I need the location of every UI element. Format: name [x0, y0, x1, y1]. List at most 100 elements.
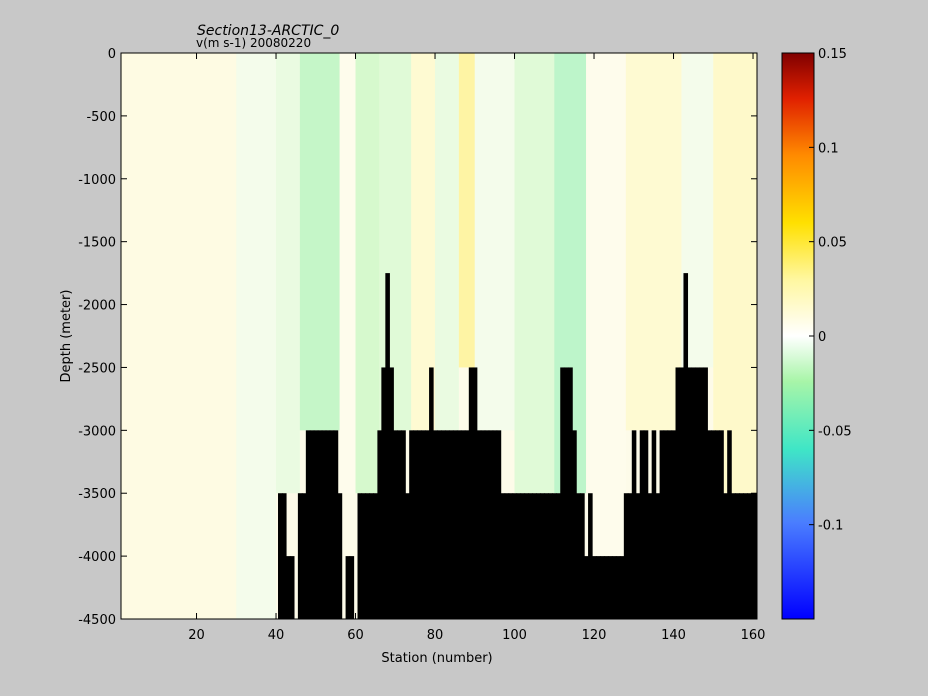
- bathymetry-column: [444, 430, 450, 619]
- velocity-band: [474, 53, 515, 431]
- x-tick-label: 60: [347, 628, 364, 643]
- bathymetry-column: [556, 493, 561, 619]
- velocity-band: [236, 53, 277, 619]
- y-tick-label: -2500: [78, 361, 116, 376]
- bathymetry-column: [703, 367, 708, 619]
- bathymetry-column: [699, 367, 704, 619]
- colorbar-tick-label: -0.05: [818, 424, 852, 439]
- bathymetry-column: [429, 367, 434, 619]
- bathymetry-column: [397, 430, 402, 619]
- bathymetry-column: [512, 493, 518, 619]
- bathymetry-column: [381, 367, 386, 619]
- y-tick-label: -2000: [78, 299, 116, 314]
- colorbar-gradient: [781, 52, 815, 620]
- bathymetry-column: [731, 493, 736, 619]
- bathymetry-column: [659, 430, 665, 619]
- bathymetry-column: [683, 273, 689, 619]
- bathymetry-column: [580, 493, 585, 619]
- bathymetry-column: [448, 430, 454, 619]
- bathymetry-column: [524, 493, 530, 619]
- bathymetry-column: [329, 430, 335, 619]
- bathymetry-column: [425, 430, 430, 619]
- bathymetry-column: [743, 493, 748, 619]
- bathymetry-column: [528, 493, 534, 619]
- bathymetry-column: [468, 367, 474, 619]
- velocity-band: [276, 53, 300, 494]
- bathymetry-column: [627, 493, 633, 619]
- bathymetry-column: [588, 493, 593, 619]
- bathymetry-column: [480, 430, 486, 619]
- bathymetry-column: [325, 430, 331, 619]
- bathymetry-column: [385, 273, 390, 619]
- bathymetry-column: [619, 556, 625, 619]
- velocity-band: [411, 53, 436, 431]
- bathymetry-column: [321, 430, 327, 619]
- colorbar-ticks: 0.15 0.1 0.05 0 -0.05 -0.1: [809, 47, 852, 534]
- bathymetry-column: [747, 493, 752, 619]
- bathymetry-column: [393, 430, 398, 619]
- bathymetry-column: [301, 493, 307, 619]
- bathymetry-column: [667, 430, 673, 619]
- bathymetry-column: [421, 430, 426, 619]
- bathymetry-column: [639, 430, 645, 619]
- x-tick-label: 20: [188, 628, 205, 643]
- bathymetry-column: [607, 556, 613, 619]
- bathymetry-column: [349, 556, 355, 619]
- bathymetry-column: [695, 367, 700, 619]
- velocity-band: [458, 53, 475, 368]
- bathymetry-column: [405, 493, 410, 619]
- bathymetry-column: [568, 367, 573, 619]
- colorbar-tick-label: 0.1: [818, 141, 839, 156]
- bathymetry-column: [281, 493, 287, 619]
- bathymetry-column: [373, 493, 378, 619]
- colorbar-tick-label: 0.15: [818, 47, 847, 62]
- bathymetry-column: [691, 367, 696, 619]
- bathymetry-column: [460, 430, 466, 619]
- velocity-field: [121, 53, 757, 619]
- bathymetry-column: [484, 430, 490, 619]
- y-tick-label: -4000: [78, 550, 116, 565]
- bathymetry-column: [727, 430, 732, 619]
- x-tick-label: 80: [427, 628, 444, 643]
- bathymetry-column: [560, 367, 565, 619]
- bathymetry-column: [377, 430, 382, 619]
- bathymetry-column: [623, 493, 629, 619]
- bathymetry-column: [464, 430, 470, 619]
- bathymetry-column: [452, 430, 458, 619]
- bathymetry-column: [707, 430, 712, 619]
- bathymetry-column: [285, 556, 291, 619]
- bathymetry-column: [333, 430, 339, 619]
- bathymetry-column: [687, 367, 693, 619]
- bathymetry-column: [433, 430, 438, 619]
- bathymetry: [278, 273, 757, 619]
- velocity-band: [435, 53, 459, 431]
- bathymetry-column: [572, 430, 577, 619]
- bathymetry-column: [401, 430, 406, 619]
- bathymetry-column: [345, 556, 351, 619]
- bathymetry-column: [309, 430, 315, 619]
- bathymetry-column: [643, 430, 649, 619]
- velocity-band: [299, 53, 340, 431]
- chart-title: Section13-ARCTIC_0: [197, 23, 340, 39]
- bathymetry-column: [552, 493, 557, 619]
- colorbar-tick-label: -0.1: [818, 519, 843, 534]
- bathymetry-column: [536, 493, 541, 619]
- x-axis-label: Station (number): [381, 651, 492, 666]
- bathymetry-column: [723, 493, 728, 619]
- velocity-band: [514, 53, 555, 494]
- bathymetry-column: [655, 493, 661, 619]
- bathymetry-column: [496, 430, 502, 619]
- colorbar-tick-label: 0: [818, 330, 826, 345]
- bathymetry-column: [615, 556, 621, 619]
- bathymetry-column: [278, 493, 283, 619]
- bathymetry-column: [305, 430, 311, 619]
- x-tick-label: 160: [741, 628, 766, 643]
- y-tick-label: -4500: [78, 613, 116, 628]
- bathymetry-column: [596, 556, 601, 619]
- bathymetry-column: [456, 430, 462, 619]
- x-tick-label: 120: [582, 628, 607, 643]
- bathymetry-column: [635, 493, 641, 619]
- bathymetry-column: [492, 430, 498, 619]
- y-tick-label: -3000: [78, 424, 116, 439]
- bathymetry-column: [440, 430, 446, 619]
